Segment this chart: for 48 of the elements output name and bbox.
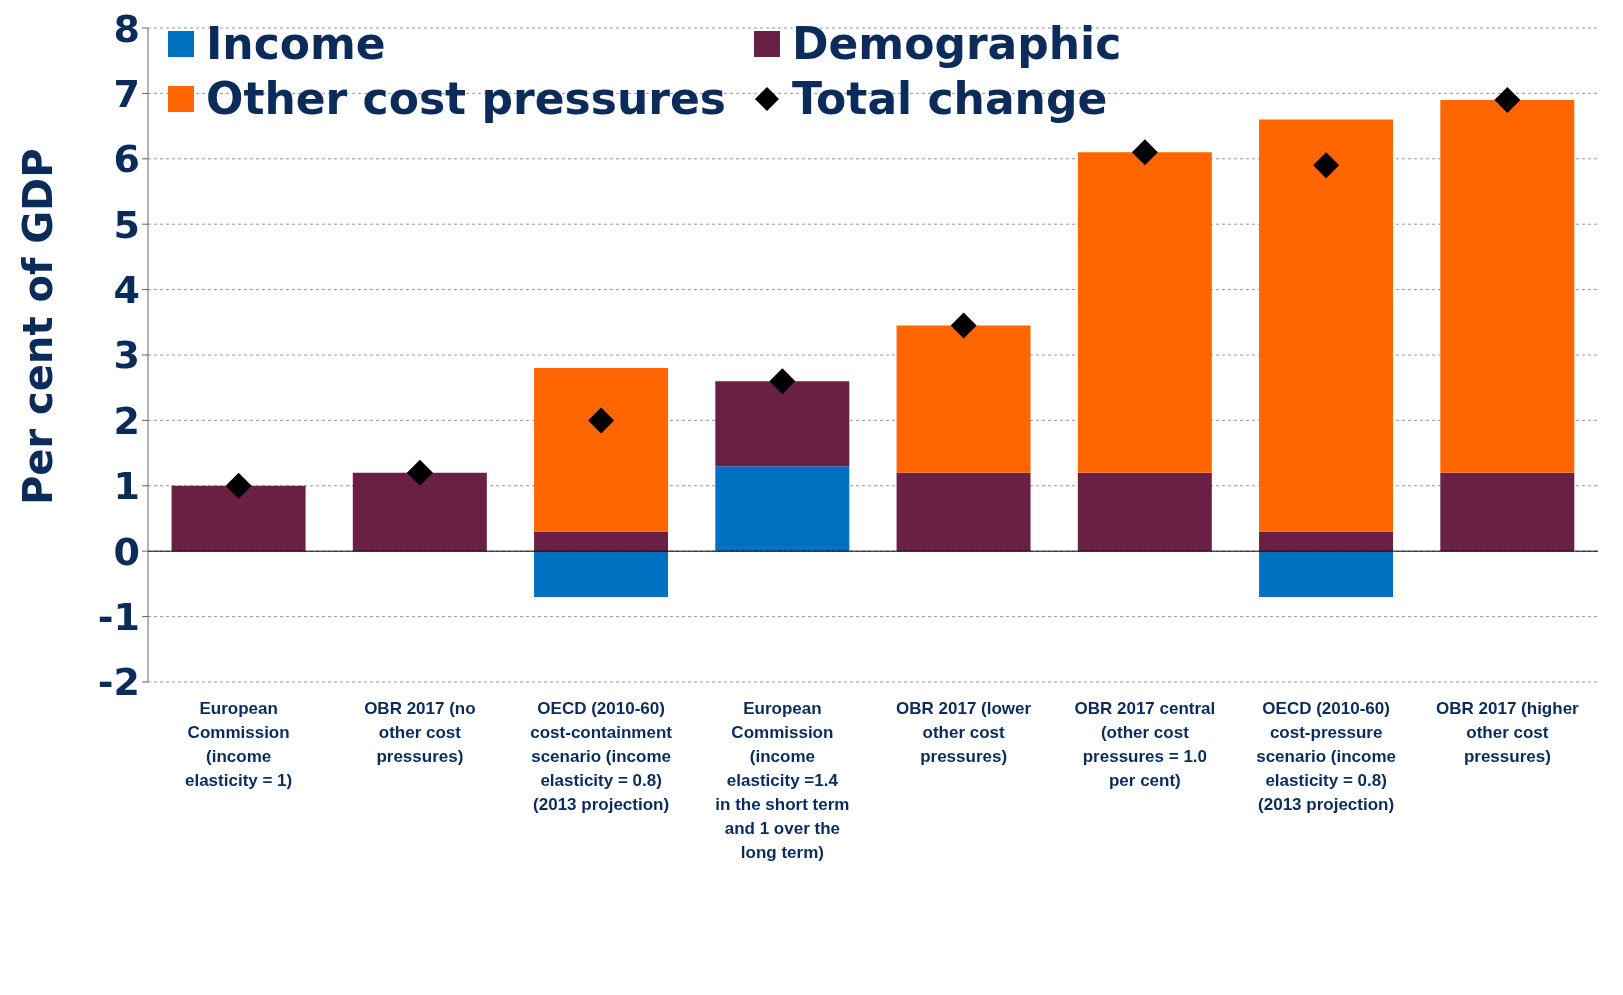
x-tick-label: OBR 2017 central (other cost pressures = 1.0 per cent) [1074,699,1216,790]
bar [896,472,1031,552]
bar [1077,472,1212,552]
y-tick-label: 5 [113,202,140,247]
point [406,459,433,486]
legend-label: Income [206,18,386,69]
bar [171,485,306,552]
bar [1440,99,1575,473]
point [1494,86,1521,113]
x-tick-label: European Commission (income elasticity =1.4 in the short term and 1 over the long term) [715,699,850,862]
point [1131,139,1158,166]
bar [896,325,1031,473]
y-tick-label: 3 [113,333,140,378]
y-tick-label: 1 [113,464,140,509]
x-tick-label: OECD (2010-60) cost-pressure scenario (income elasticity = 0.8) (2013 projection) [1256,699,1397,814]
point [769,368,796,395]
y-axis-title: Per cent of GDP [15,148,62,505]
point [588,407,615,434]
x-tick-label: OBR 2017 (higher other cost pressures) [1436,699,1580,766]
bar [534,531,669,552]
y-tick-label: 2 [113,398,140,443]
bar [1259,551,1394,597]
y-tick-label: 4 [113,268,140,313]
bar [1259,531,1394,552]
legend-label: Demographic [791,18,1122,69]
x-tick-label: European Commission (income elasticity = 1) [184,699,293,790]
point [1313,152,1340,179]
point [225,472,252,499]
y-tick-label: 0 [113,529,140,574]
legend-label: Total change [791,73,1108,124]
bar [352,472,487,552]
x-tick-label: OBR 2017 (lower other cost pressures) [896,699,1032,766]
bar [1077,152,1212,473]
x-tick-label: OECD (2010-60) cost-containment scenario (income elasticity = 0.8) (2013 projection) [530,699,673,814]
bar [1259,119,1394,532]
bar [534,551,669,597]
bar [715,381,850,467]
y-tick-label: 8 [113,6,140,51]
x-tick-label: OBR 2017 (no other cost pressures) [364,699,476,766]
bar [534,368,669,532]
legend-label: Other cost pressures [206,73,726,124]
bar [1440,472,1575,552]
point [950,312,977,339]
y-tick-label: -1 [97,595,140,640]
y-tick-label: 7 [113,71,140,116]
bar [715,466,850,552]
y-tick-label: 6 [113,137,140,182]
y-tick-label: -2 [97,660,140,705]
